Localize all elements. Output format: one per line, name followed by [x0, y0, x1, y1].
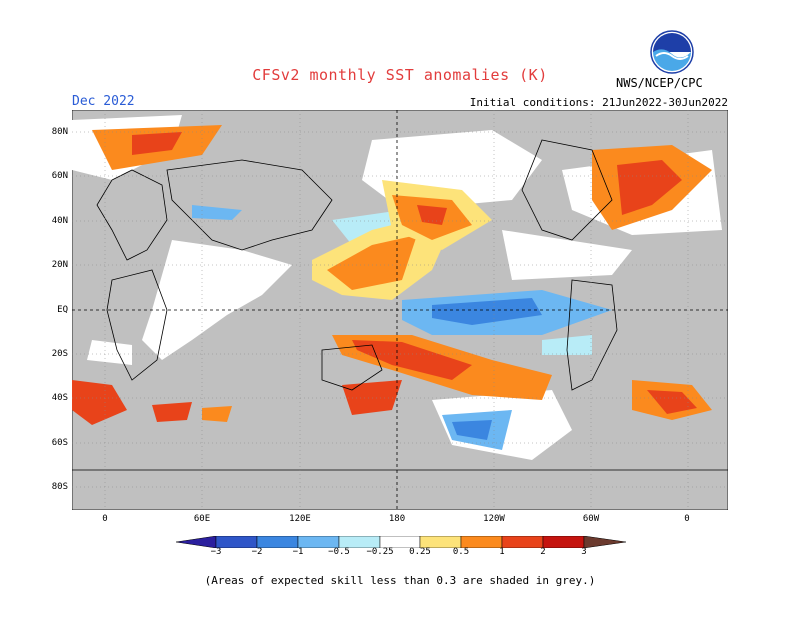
colorbar-tick: 0.5	[452, 547, 470, 557]
colorbar-tick: −1	[292, 547, 304, 557]
lon-label-120e: 120E	[289, 514, 311, 524]
lon-label-180: 180	[388, 514, 406, 524]
colorbar-tick: −0.5	[328, 547, 350, 557]
skill-note: (Areas of expected skill less than 0.3 a…	[204, 574, 596, 587]
map-title: CFSv2 monthly SST anomalies (K)	[252, 66, 548, 84]
colorbar-tick: −2	[251, 547, 263, 557]
lat-label-20s: 20S	[51, 349, 68, 359]
colorbar-tick: −3	[210, 547, 222, 557]
lat-label-80s: 80S	[51, 482, 68, 492]
noaa-logo	[650, 30, 694, 74]
colorbar-tick: 2	[540, 547, 546, 557]
lon-label-60e: 60E	[193, 514, 211, 524]
lat-label-60n: 60N	[51, 171, 68, 181]
organization-label: NWS/NCEP/CPC	[616, 76, 703, 90]
lat-label-80n: 80N	[51, 127, 68, 137]
sst-anomaly-map	[72, 110, 728, 510]
lat-label-eq: EQ	[57, 305, 68, 315]
lat-label-40n: 40N	[51, 216, 68, 226]
lon-label-0-east: 0	[684, 514, 690, 524]
forecast-month: Dec 2022	[72, 94, 135, 109]
colorbar-tick: −0.25	[366, 547, 394, 557]
colorbar-tick: 0.25	[409, 547, 431, 557]
colorbar	[176, 536, 626, 548]
positive-anomalies	[72, 125, 712, 425]
lon-label-120w: 120W	[483, 514, 505, 524]
lon-label-0: 0	[102, 514, 108, 524]
lat-label-20n: 20N	[51, 260, 68, 270]
equator-dateline	[72, 110, 728, 510]
colorbar-tick: 3	[581, 547, 587, 557]
lon-label-60w: 60W	[582, 514, 600, 524]
lat-label-60s: 60S	[51, 438, 68, 448]
initial-conditions: Initial conditions: 21Jun2022-30Jun2022	[469, 96, 728, 109]
colorbar-tick: 1	[499, 547, 505, 557]
colorbar-high-arrow	[583, 536, 626, 548]
lat-label-40s: 40S	[51, 393, 68, 403]
continents	[72, 139, 728, 471]
